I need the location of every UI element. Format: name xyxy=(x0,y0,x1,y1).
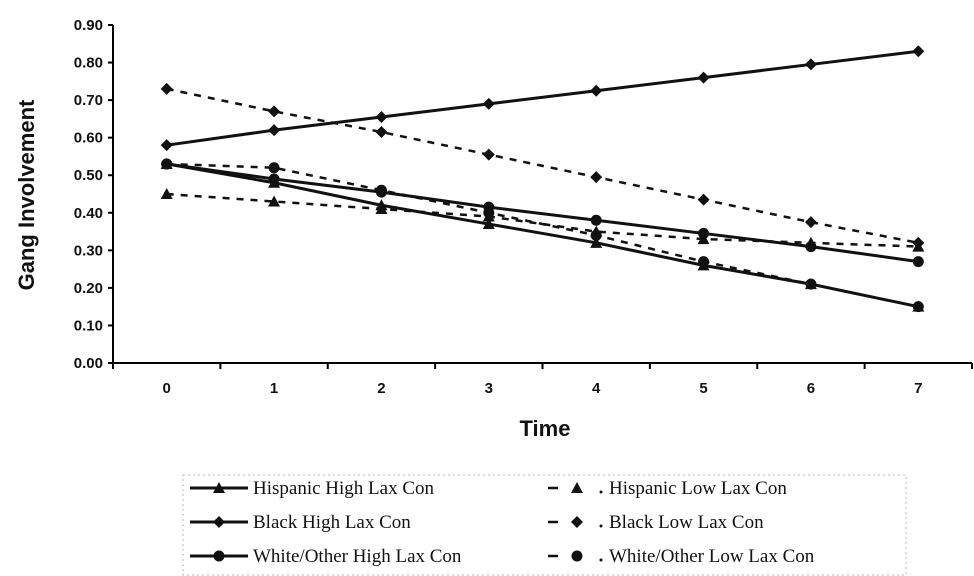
data-point-s3-4 xyxy=(590,171,603,184)
data-point-s4-7 xyxy=(912,256,924,268)
data-point-s5-5 xyxy=(698,256,710,268)
series-line-1 xyxy=(166,192,919,248)
x-tick-label: 7 xyxy=(914,380,922,397)
y-tick-label: 0.30 xyxy=(74,242,103,259)
legend-label: White/Other Low Lax Con xyxy=(609,546,815,567)
data-point-s1-1 xyxy=(268,195,281,207)
legend-item-1: Hispanic Low Lax Con xyxy=(548,478,787,499)
legend-label: White/Other High Lax Con xyxy=(253,546,462,567)
series-line-5 xyxy=(166,162,919,308)
y-tick-label: 0.50 xyxy=(74,167,103,184)
data-point-s2-4 xyxy=(590,84,603,97)
legend-label: Hispanic High Lax Con xyxy=(253,478,435,499)
y-tick-label: 0.90 xyxy=(74,17,103,34)
x-tick-label: 4 xyxy=(592,380,601,397)
legend-swatch-marker xyxy=(571,516,583,528)
x-tick-label: 5 xyxy=(699,380,707,397)
series-line-4 xyxy=(166,162,919,264)
legend-label: Black Low Lax Con xyxy=(609,512,764,533)
x-tick-label: 2 xyxy=(377,380,385,397)
legend-item-3: Black Low Lax Con xyxy=(548,512,764,533)
legend-item-2: Black High Lax Con xyxy=(190,512,411,533)
series-line-3 xyxy=(166,87,919,245)
y-axis-title: Gang Involvement xyxy=(14,99,39,290)
legend-item-0: Hispanic High Lax Con xyxy=(190,478,435,499)
data-point-s5-2 xyxy=(375,184,387,196)
plot-area: 0.00 0.10 0.20 0.30 0.40 0.50 0.60 0.70 0.80 0.90… xyxy=(74,17,973,397)
legend-swatch-marker xyxy=(571,550,583,562)
data-point-s3-7 xyxy=(912,236,925,249)
x-tick-label: 1 xyxy=(270,380,278,397)
y-tick-label: 0.10 xyxy=(74,317,103,334)
legend-label: Hispanic Low Lax Con xyxy=(609,478,787,499)
legend-swatch-marker xyxy=(213,516,225,528)
legend-label: Black High Lax Con xyxy=(253,512,411,533)
x-tick-label: 6 xyxy=(807,380,815,397)
legend-swatch-dot xyxy=(599,524,603,528)
y-tick-label: 0.60 xyxy=(74,130,103,147)
series-line-2 xyxy=(166,49,919,147)
series-line-0 xyxy=(166,162,919,309)
data-point-s2-3 xyxy=(482,97,495,110)
data-point-s4-1 xyxy=(268,173,280,185)
data-point-s2-7 xyxy=(912,45,925,58)
data-point-s2-5 xyxy=(697,71,710,84)
data-point-s1-0 xyxy=(160,188,173,199)
legend-swatch-marker xyxy=(213,550,225,562)
data-point-s2-1 xyxy=(268,124,281,137)
data-point-s5-7 xyxy=(912,301,924,313)
data-point-s2-6 xyxy=(804,58,817,71)
legend-item-5: White/Other Low Lax Con xyxy=(548,546,815,567)
legend-item-4: White/Other High Lax Con xyxy=(190,546,462,567)
legend-swatch-dot xyxy=(599,558,603,562)
x-axis-title: Time xyxy=(520,416,571,441)
x-tick-label: 0 xyxy=(163,380,171,397)
y-tick-label: 0.00 xyxy=(74,355,103,372)
data-point-s3-1 xyxy=(268,105,281,118)
data-point-s4-4 xyxy=(590,214,602,226)
data-point-s3-2 xyxy=(375,126,388,139)
data-point-s5-6 xyxy=(805,278,817,290)
legend: Hispanic High Lax Con Hispanic Low Lax Co… xyxy=(182,474,907,576)
x-tick-label: 3 xyxy=(485,380,493,397)
y-tick-label: 0.70 xyxy=(74,92,103,109)
y-tick-label: 0.20 xyxy=(74,280,103,297)
legend-swatch-marker xyxy=(213,482,225,493)
y-tick-label: 0.80 xyxy=(74,55,103,72)
data-point-s1-2 xyxy=(375,203,388,215)
data-point-s4-5 xyxy=(698,227,710,239)
data-point-s5-1 xyxy=(268,162,280,174)
data-point-s5-3 xyxy=(483,207,495,219)
data-point-s3-0 xyxy=(160,82,173,95)
legend-swatch-dot xyxy=(599,490,603,494)
data-point-s0-3 xyxy=(482,218,495,230)
data-point-s0-4 xyxy=(590,236,603,248)
data-point-s2-2 xyxy=(375,111,388,124)
data-point-s3-3 xyxy=(482,148,495,161)
data-point-s5-0 xyxy=(161,158,173,170)
data-point-s3-5 xyxy=(697,193,710,206)
data-point-s3-6 xyxy=(804,216,817,229)
y-tick-label: 0.40 xyxy=(74,205,103,222)
data-point-s4-6 xyxy=(805,241,817,253)
legend-swatch-marker xyxy=(571,482,583,493)
legend-border xyxy=(182,474,907,576)
data-point-s2-0 xyxy=(160,139,173,152)
data-point-s5-4 xyxy=(590,229,602,241)
